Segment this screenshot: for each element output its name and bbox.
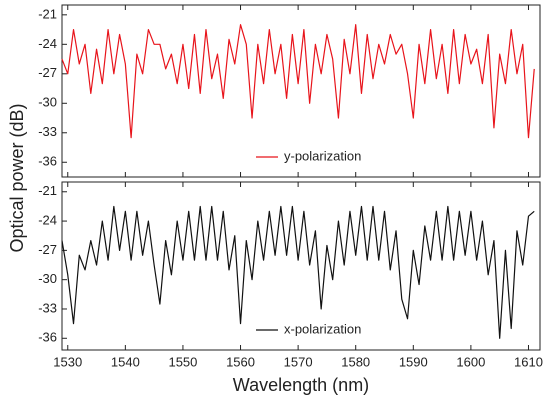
y-tick-label: -36 — [38, 330, 57, 345]
y-tick-label: -33 — [38, 124, 57, 139]
legend-label: y-polarization — [284, 148, 361, 163]
y-tick-label: -24 — [38, 36, 57, 51]
y-tick-label: -21 — [38, 6, 57, 21]
plot-frame — [61, 181, 541, 351]
x-tick-label: 1540 — [111, 354, 140, 369]
x-tick-label: 1560 — [226, 354, 255, 369]
x-tick-label: 1570 — [284, 354, 313, 369]
y-tick-label: -27 — [38, 65, 57, 80]
x-tick-label: 1600 — [456, 354, 485, 369]
y-tick-label: -36 — [38, 154, 57, 169]
x-tick-label: 1590 — [399, 354, 428, 369]
plot-frame — [61, 4, 541, 178]
y-tick-label: -24 — [38, 213, 57, 228]
y-tick-label: -30 — [38, 95, 57, 110]
x-tick-label: 1580 — [341, 354, 370, 369]
x-tick-label: 1610 — [514, 354, 543, 369]
x-tick-label: 1530 — [53, 354, 82, 369]
series-line — [61, 205, 535, 339]
y-tick-label: -33 — [38, 300, 57, 315]
y-tick-label: -27 — [38, 242, 57, 257]
y-tick-label: -21 — [38, 183, 57, 198]
series-line — [61, 24, 535, 139]
x-axis-label: Wavelength (nm) — [233, 375, 369, 395]
x-tick-label: 1550 — [168, 354, 197, 369]
y-axis-label: Optical power (dB) — [7, 103, 27, 252]
y-tick-label: -30 — [38, 271, 57, 286]
legend-label: x-polarization — [284, 321, 361, 336]
